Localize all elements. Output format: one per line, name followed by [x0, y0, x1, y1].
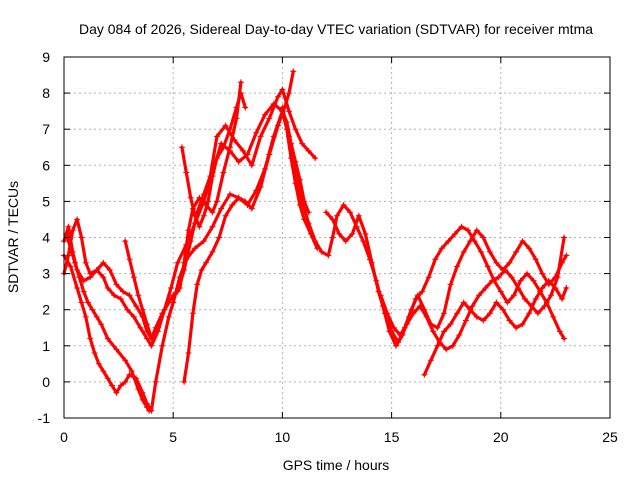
series-track-j: [377, 234, 568, 353]
series-track-d: [62, 230, 153, 415]
x-tick-label: 0: [60, 429, 68, 445]
y-tick-label: 5: [42, 193, 50, 209]
y-tick-label: 4: [42, 230, 50, 246]
series-line: [324, 210, 568, 344]
series-layer: [60, 67, 570, 415]
series-track-e: [121, 78, 245, 343]
y-tick-label: 8: [42, 85, 50, 101]
y-tick-labels: -1 0 1 2 3 4 5 6 7 8 9: [38, 49, 51, 426]
y-tick-label: 0: [42, 374, 50, 390]
x-tick-label: 20: [493, 429, 509, 445]
y-axis-label: SDTVAR / TECUs: [5, 181, 21, 293]
x-tick-label: 5: [169, 429, 177, 445]
y-tick-label: 1: [42, 338, 50, 354]
y-tick-label: -1: [38, 410, 51, 426]
x-tick-label: 15: [384, 429, 400, 445]
y-tick-label: 2: [42, 302, 50, 318]
x-tick-labels: 0 5 10 15 20 25: [60, 429, 618, 445]
x-tick-label: 10: [275, 429, 291, 445]
y-tick-label: 6: [42, 157, 50, 173]
y-tick-label: 9: [42, 49, 50, 65]
y-tick-label: 3: [42, 266, 50, 282]
axis-ticks: [63, 56, 611, 419]
series-track-f: [178, 89, 249, 231]
series-track-i: [322, 208, 570, 346]
series-track-k: [420, 277, 570, 379]
x-axis-label: GPS time / hours: [283, 457, 390, 473]
y-tick-label: 7: [42, 121, 50, 137]
series-line: [180, 91, 247, 229]
series-track-g: [180, 67, 297, 386]
x-tick-label: 25: [602, 429, 618, 445]
chart-title: Day 084 of 2026, Sidereal Day-to-day VTE…: [79, 21, 593, 37]
